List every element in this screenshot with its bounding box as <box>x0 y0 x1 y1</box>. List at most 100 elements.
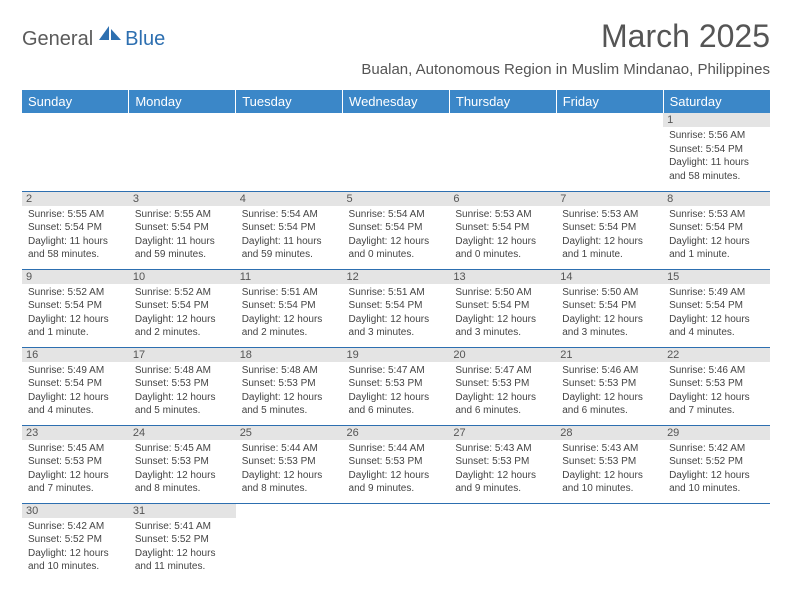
daylight-text: Daylight: 12 hours and 5 minutes. <box>242 391 337 418</box>
sunrise-text: Sunrise: 5:50 AM <box>455 286 550 300</box>
sunset-text: Sunset: 5:54 PM <box>135 221 230 235</box>
day-number: 26 <box>343 426 450 440</box>
day-header: Saturday <box>663 90 770 113</box>
day-number: 13 <box>449 270 556 284</box>
sunset-text: Sunset: 5:53 PM <box>455 455 550 469</box>
calendar-cell: 18Sunrise: 5:48 AMSunset: 5:53 PMDayligh… <box>236 347 343 425</box>
daylight-text: Daylight: 12 hours and 1 minute. <box>669 235 764 262</box>
sunrise-text: Sunrise: 5:48 AM <box>135 364 230 378</box>
sunrise-text: Sunrise: 5:42 AM <box>669 442 764 456</box>
daylight-text: Daylight: 11 hours and 58 minutes. <box>28 235 123 262</box>
calendar-cell <box>343 113 450 191</box>
day-header: Tuesday <box>236 90 343 113</box>
month-title: March 2025 <box>361 18 770 55</box>
day-number: 28 <box>556 426 663 440</box>
daylight-text: Daylight: 12 hours and 2 minutes. <box>135 313 230 340</box>
calendar-cell <box>236 113 343 191</box>
sunset-text: Sunset: 5:54 PM <box>669 221 764 235</box>
location-subtitle: Bualan, Autonomous Region in Muslim Mind… <box>361 61 770 78</box>
sunrise-text: Sunrise: 5:51 AM <box>349 286 444 300</box>
day-number: 15 <box>663 270 770 284</box>
calendar-cell: 1Sunrise: 5:56 AMSunset: 5:54 PMDaylight… <box>663 113 770 191</box>
calendar-cell <box>556 503 663 581</box>
calendar-cell <box>449 503 556 581</box>
sunrise-text: Sunrise: 5:44 AM <box>349 442 444 456</box>
day-number: 23 <box>22 426 129 440</box>
calendar-cell: 9Sunrise: 5:52 AMSunset: 5:54 PMDaylight… <box>22 269 129 347</box>
calendar-cell: 11Sunrise: 5:51 AMSunset: 5:54 PMDayligh… <box>236 269 343 347</box>
calendar-cell: 23Sunrise: 5:45 AMSunset: 5:53 PMDayligh… <box>22 425 129 503</box>
sunrise-text: Sunrise: 5:43 AM <box>562 442 657 456</box>
day-number: 12 <box>343 270 450 284</box>
daylight-text: Daylight: 12 hours and 10 minutes. <box>669 469 764 496</box>
daylight-text: Daylight: 12 hours and 10 minutes. <box>28 547 123 574</box>
day-number: 7 <box>556 192 663 206</box>
sunrise-text: Sunrise: 5:48 AM <box>242 364 337 378</box>
daylight-text: Daylight: 12 hours and 6 minutes. <box>455 391 550 418</box>
day-number: 4 <box>236 192 343 206</box>
daylight-text: Daylight: 11 hours and 59 minutes. <box>135 235 230 262</box>
sunset-text: Sunset: 5:54 PM <box>28 377 123 391</box>
logo-text-blue: Blue <box>125 28 165 51</box>
daylight-text: Daylight: 12 hours and 1 minute. <box>28 313 123 340</box>
calendar-cell <box>22 113 129 191</box>
day-number: 20 <box>449 348 556 362</box>
sunrise-text: Sunrise: 5:45 AM <box>28 442 123 456</box>
calendar-cell: 14Sunrise: 5:50 AMSunset: 5:54 PMDayligh… <box>556 269 663 347</box>
sunset-text: Sunset: 5:52 PM <box>28 533 123 547</box>
sunrise-text: Sunrise: 5:47 AM <box>455 364 550 378</box>
sunrise-text: Sunrise: 5:49 AM <box>669 286 764 300</box>
sunset-text: Sunset: 5:52 PM <box>669 455 764 469</box>
daylight-text: Daylight: 12 hours and 2 minutes. <box>242 313 337 340</box>
daylight-text: Daylight: 12 hours and 0 minutes. <box>455 235 550 262</box>
daylight-text: Daylight: 11 hours and 59 minutes. <box>242 235 337 262</box>
day-number: 18 <box>236 348 343 362</box>
daylight-text: Daylight: 12 hours and 11 minutes. <box>135 547 230 574</box>
daylight-text: Daylight: 12 hours and 9 minutes. <box>349 469 444 496</box>
day-number: 16 <box>22 348 129 362</box>
calendar-row: 16Sunrise: 5:49 AMSunset: 5:54 PMDayligh… <box>22 347 770 425</box>
calendar-row: 2Sunrise: 5:55 AMSunset: 5:54 PMDaylight… <box>22 191 770 269</box>
sunset-text: Sunset: 5:52 PM <box>135 533 230 547</box>
sunrise-text: Sunrise: 5:41 AM <box>135 520 230 534</box>
sunset-text: Sunset: 5:54 PM <box>455 221 550 235</box>
day-number: 6 <box>449 192 556 206</box>
sunrise-text: Sunrise: 5:55 AM <box>28 208 123 222</box>
calendar-cell: 15Sunrise: 5:49 AMSunset: 5:54 PMDayligh… <box>663 269 770 347</box>
daylight-text: Daylight: 12 hours and 3 minutes. <box>562 313 657 340</box>
sunrise-text: Sunrise: 5:42 AM <box>28 520 123 534</box>
calendar-cell: 19Sunrise: 5:47 AMSunset: 5:53 PMDayligh… <box>343 347 450 425</box>
sunrise-text: Sunrise: 5:52 AM <box>28 286 123 300</box>
day-number: 10 <box>129 270 236 284</box>
calendar-cell: 5Sunrise: 5:54 AMSunset: 5:54 PMDaylight… <box>343 191 450 269</box>
daylight-text: Daylight: 12 hours and 6 minutes. <box>562 391 657 418</box>
day-header: Monday <box>129 90 236 113</box>
calendar-cell: 25Sunrise: 5:44 AMSunset: 5:53 PMDayligh… <box>236 425 343 503</box>
sunrise-text: Sunrise: 5:50 AM <box>562 286 657 300</box>
daylight-text: Daylight: 12 hours and 4 minutes. <box>28 391 123 418</box>
daylight-text: Daylight: 12 hours and 7 minutes. <box>28 469 123 496</box>
calendar-cell: 24Sunrise: 5:45 AMSunset: 5:53 PMDayligh… <box>129 425 236 503</box>
calendar-cell: 31Sunrise: 5:41 AMSunset: 5:52 PMDayligh… <box>129 503 236 581</box>
day-number: 24 <box>129 426 236 440</box>
day-number: 1 <box>663 113 770 127</box>
sunset-text: Sunset: 5:53 PM <box>135 455 230 469</box>
sunset-text: Sunset: 5:54 PM <box>28 299 123 313</box>
daylight-text: Daylight: 12 hours and 8 minutes. <box>135 469 230 496</box>
daylight-text: Daylight: 12 hours and 1 minute. <box>562 235 657 262</box>
sunrise-text: Sunrise: 5:51 AM <box>242 286 337 300</box>
daylight-text: Daylight: 12 hours and 3 minutes. <box>349 313 444 340</box>
logo-sail-icon <box>97 24 123 47</box>
daylight-text: Daylight: 12 hours and 5 minutes. <box>135 391 230 418</box>
sunset-text: Sunset: 5:53 PM <box>349 377 444 391</box>
calendar-cell: 13Sunrise: 5:50 AMSunset: 5:54 PMDayligh… <box>449 269 556 347</box>
calendar-cell <box>236 503 343 581</box>
sunset-text: Sunset: 5:54 PM <box>28 221 123 235</box>
sunset-text: Sunset: 5:53 PM <box>562 455 657 469</box>
calendar-row: 23Sunrise: 5:45 AMSunset: 5:53 PMDayligh… <box>22 425 770 503</box>
calendar-cell: 16Sunrise: 5:49 AMSunset: 5:54 PMDayligh… <box>22 347 129 425</box>
sunrise-text: Sunrise: 5:46 AM <box>562 364 657 378</box>
calendar-cell: 30Sunrise: 5:42 AMSunset: 5:52 PMDayligh… <box>22 503 129 581</box>
logo: General Blue <box>22 24 165 55</box>
day-number: 27 <box>449 426 556 440</box>
